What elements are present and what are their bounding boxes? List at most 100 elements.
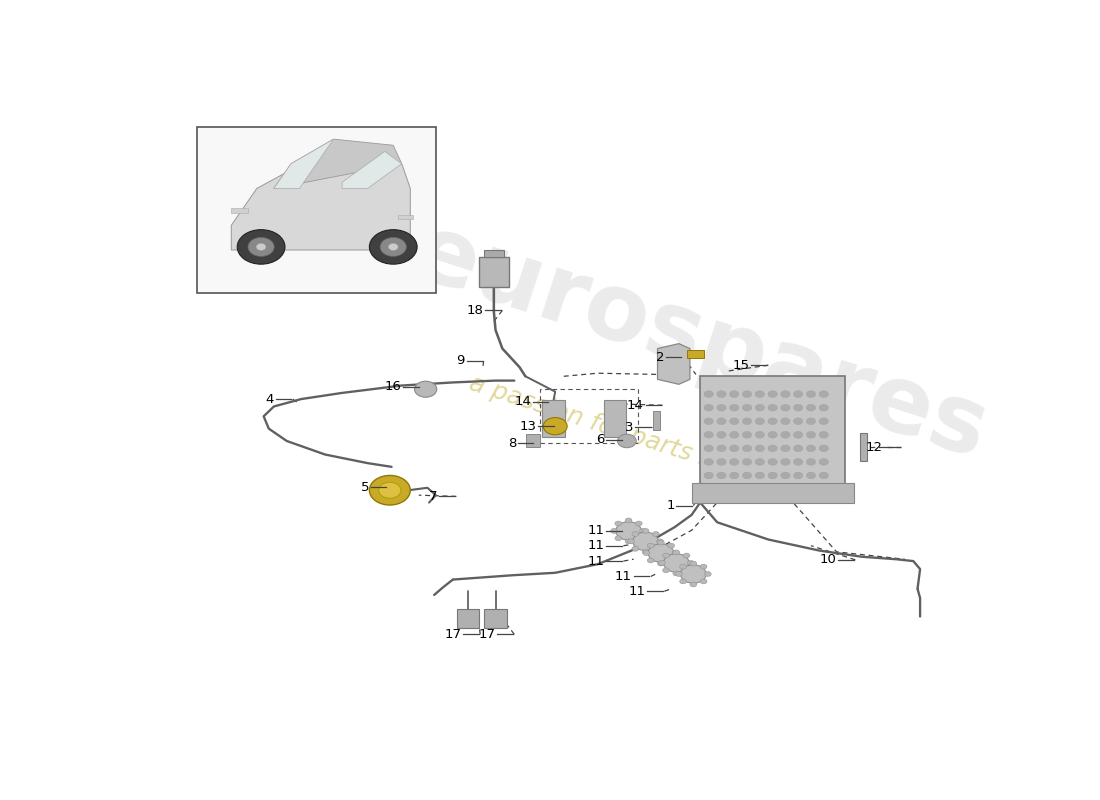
Circle shape [704, 472, 714, 479]
Text: 15: 15 [733, 358, 749, 372]
Circle shape [615, 521, 622, 526]
Circle shape [717, 390, 726, 398]
Bar [458, 609, 480, 628]
Circle shape [742, 404, 751, 411]
Circle shape [781, 472, 790, 479]
Circle shape [781, 458, 790, 466]
Circle shape [820, 418, 828, 425]
Bar [604, 400, 626, 438]
Circle shape [793, 445, 803, 452]
Bar [478, 258, 509, 287]
Polygon shape [658, 344, 690, 384]
Circle shape [673, 550, 680, 555]
Circle shape [806, 472, 816, 479]
Circle shape [543, 418, 568, 435]
Circle shape [647, 558, 654, 563]
Circle shape [381, 238, 406, 257]
Circle shape [680, 564, 686, 569]
Text: 10: 10 [820, 554, 836, 566]
Text: a passion for parts since 1985: a passion for parts since 1985 [465, 371, 833, 510]
Circle shape [781, 431, 790, 438]
Circle shape [755, 390, 764, 398]
Circle shape [652, 546, 659, 551]
Text: 18: 18 [466, 304, 484, 317]
Circle shape [663, 554, 689, 572]
Circle shape [631, 546, 639, 551]
Polygon shape [274, 139, 333, 188]
Polygon shape [342, 151, 402, 188]
Text: 17: 17 [444, 628, 462, 641]
Text: 1: 1 [667, 499, 674, 512]
Circle shape [690, 561, 696, 566]
Circle shape [793, 404, 803, 411]
Circle shape [755, 418, 764, 425]
Circle shape [631, 531, 639, 537]
Circle shape [672, 550, 679, 555]
Bar [231, 208, 249, 213]
Circle shape [625, 539, 631, 544]
Circle shape [820, 458, 828, 466]
Circle shape [793, 431, 803, 438]
Circle shape [729, 445, 739, 452]
Circle shape [806, 458, 816, 466]
Circle shape [617, 434, 636, 448]
Circle shape [729, 431, 739, 438]
Circle shape [742, 445, 751, 452]
Circle shape [704, 404, 714, 411]
Circle shape [755, 472, 764, 479]
Circle shape [768, 472, 778, 479]
Circle shape [781, 404, 790, 411]
Circle shape [701, 564, 707, 569]
Circle shape [742, 390, 751, 398]
Bar [540, 390, 638, 443]
Text: 8: 8 [507, 437, 516, 450]
Circle shape [742, 431, 751, 438]
Bar [542, 400, 564, 438]
Circle shape [729, 418, 739, 425]
Circle shape [742, 418, 751, 425]
Circle shape [657, 539, 663, 544]
Circle shape [668, 543, 674, 548]
Circle shape [256, 243, 266, 250]
Text: 11: 11 [615, 570, 631, 583]
Circle shape [793, 458, 803, 466]
Circle shape [248, 238, 274, 257]
Circle shape [681, 565, 706, 583]
Circle shape [806, 418, 816, 425]
Circle shape [717, 404, 726, 411]
Text: 3: 3 [625, 421, 634, 434]
Circle shape [768, 390, 778, 398]
Circle shape [806, 404, 816, 411]
Circle shape [610, 529, 617, 534]
Circle shape [768, 418, 778, 425]
Circle shape [820, 404, 828, 411]
Text: 11: 11 [587, 524, 605, 538]
Text: 13: 13 [519, 420, 537, 433]
Circle shape [704, 458, 714, 466]
Circle shape [652, 531, 659, 537]
Circle shape [820, 390, 828, 398]
Circle shape [729, 390, 739, 398]
Circle shape [768, 458, 778, 466]
Bar [484, 609, 507, 628]
Bar [484, 250, 504, 258]
Circle shape [683, 568, 690, 573]
Text: 17: 17 [478, 628, 495, 641]
Text: 11: 11 [628, 585, 646, 598]
Circle shape [370, 230, 417, 264]
Circle shape [680, 579, 686, 584]
Circle shape [742, 472, 751, 479]
Circle shape [675, 571, 682, 577]
Circle shape [625, 518, 631, 523]
Circle shape [238, 230, 285, 264]
Circle shape [768, 404, 778, 411]
Circle shape [662, 553, 670, 558]
Circle shape [755, 404, 764, 411]
Circle shape [683, 553, 690, 558]
Polygon shape [231, 164, 410, 250]
Circle shape [688, 561, 694, 566]
Text: 16: 16 [385, 380, 402, 394]
Text: eurospares: eurospares [402, 206, 999, 478]
Circle shape [742, 458, 751, 466]
Text: 5: 5 [361, 481, 370, 494]
